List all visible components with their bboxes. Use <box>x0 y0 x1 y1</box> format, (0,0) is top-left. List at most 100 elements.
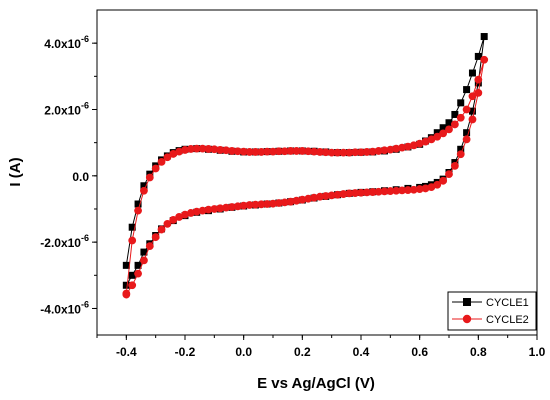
data-point <box>274 199 283 207</box>
data-point <box>457 99 465 107</box>
x-tick-label: -0.2 <box>175 345 196 359</box>
data-point <box>204 145 213 153</box>
x-tick-label: 0.4 <box>353 345 370 359</box>
data-point <box>134 206 142 215</box>
data-point <box>386 187 395 195</box>
data-point <box>415 139 424 148</box>
x-axis: -0.4 -0.2 0.0 0.2 0.4 0.6 0.8 1.0 <box>96 335 546 359</box>
data-point <box>186 209 195 217</box>
data-point <box>462 135 471 144</box>
data-point <box>140 182 148 190</box>
data-point <box>457 145 465 153</box>
x-tick-label: 0.6 <box>411 345 428 359</box>
x-tick-label: -0.4 <box>116 345 137 359</box>
data-point <box>169 216 178 224</box>
data-point <box>186 145 195 153</box>
data-point <box>392 144 401 153</box>
data-point <box>380 187 389 196</box>
data-point <box>292 147 301 155</box>
data-point <box>274 147 283 156</box>
data-point <box>233 147 242 156</box>
data-point <box>163 153 172 162</box>
data-point <box>456 150 465 159</box>
data-point <box>163 220 172 228</box>
data-point <box>445 119 453 127</box>
data-point <box>321 148 330 157</box>
data-point <box>280 198 289 207</box>
data-point <box>304 147 313 156</box>
data-point <box>251 148 260 156</box>
legend: CYCLE1 CYCLE2 <box>447 291 537 331</box>
data-point <box>327 191 336 200</box>
data-point <box>192 144 201 153</box>
data-point <box>145 242 154 251</box>
data-point <box>386 145 395 154</box>
data-point <box>480 33 488 41</box>
data-point <box>404 186 412 194</box>
data-point <box>251 200 260 209</box>
y-tick-label-base: 4.0x10 <box>44 37 81 51</box>
data-point <box>333 148 342 157</box>
series-cycle1 <box>122 33 488 289</box>
data-point <box>421 137 430 146</box>
x-tick-label: 1.0 <box>529 345 546 359</box>
data-point <box>157 225 166 234</box>
data-point <box>257 200 266 209</box>
data-point <box>433 129 441 137</box>
data-point <box>316 192 324 201</box>
data-point <box>433 132 442 141</box>
data-point <box>362 188 371 197</box>
data-point <box>222 146 230 155</box>
data-point <box>269 199 277 208</box>
data-point <box>398 186 406 195</box>
data-point <box>263 200 272 208</box>
data-point <box>210 205 219 213</box>
data-point <box>450 120 459 129</box>
data-point <box>128 223 136 231</box>
data-point <box>351 189 360 197</box>
data-point <box>298 147 307 155</box>
data-point <box>140 186 148 195</box>
y-tick-label-exponent: -6 <box>81 299 89 309</box>
data-point <box>351 148 360 157</box>
data-point <box>228 147 236 155</box>
data-point <box>263 147 272 156</box>
data-point <box>345 189 354 198</box>
legend-box <box>447 291 537 331</box>
data-point <box>463 129 471 137</box>
data-point <box>122 281 130 289</box>
data-point <box>368 188 377 196</box>
data-point <box>134 269 142 278</box>
data-point <box>357 148 365 157</box>
data-point <box>228 203 236 211</box>
y-axis-title: I (A) <box>7 157 24 186</box>
data-point <box>409 185 418 194</box>
data-point <box>333 190 342 199</box>
y-tick-label-base: -2.0x10 <box>40 236 81 250</box>
data-point <box>374 147 383 155</box>
data-point <box>151 164 160 173</box>
data-point <box>269 147 277 156</box>
data-point <box>157 157 166 166</box>
plot-frame <box>96 9 538 336</box>
y-tick-label: 2.0x10-6 <box>44 100 89 117</box>
y-tick-label: 0.0 <box>72 170 89 184</box>
data-point <box>181 146 189 154</box>
data-point <box>151 233 160 242</box>
data-point <box>456 113 465 122</box>
y-tick-label: 4.0x10-6 <box>44 34 89 51</box>
data-point <box>128 236 137 245</box>
data-point <box>415 185 424 193</box>
data-point <box>380 146 389 155</box>
data-point <box>122 290 131 299</box>
y-tick-label-exponent: -6 <box>81 233 89 243</box>
data-point <box>192 207 201 216</box>
data-point <box>298 195 307 204</box>
x-tick-label: 0.8 <box>470 345 487 359</box>
data-point <box>427 183 436 191</box>
data-point <box>474 52 482 60</box>
series-line-cycle2 <box>125 59 485 295</box>
data-point <box>463 86 471 94</box>
data-point <box>404 142 412 151</box>
